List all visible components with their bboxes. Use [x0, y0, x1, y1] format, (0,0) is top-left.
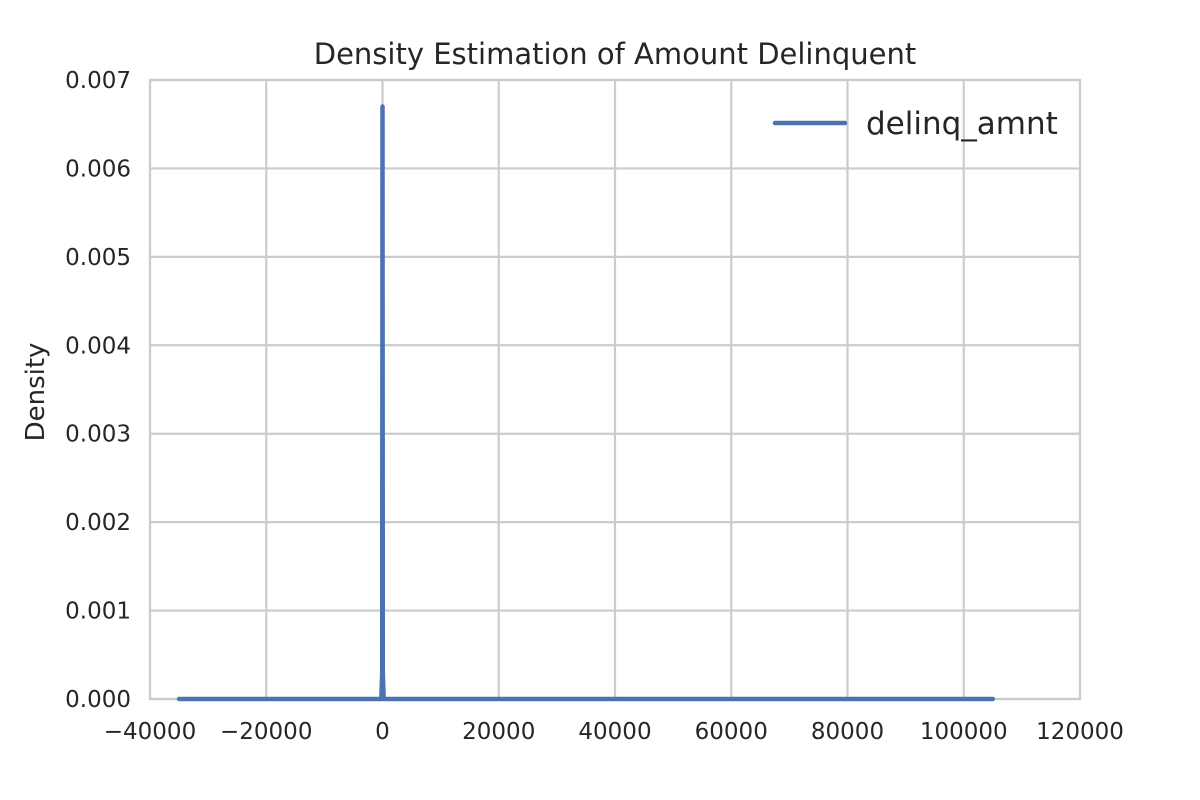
y-tick-label: 0.004 [65, 333, 131, 359]
y-tick-label: 0.000 [65, 687, 131, 713]
legend-label-delinq-amnt: delinq_amnt [866, 106, 1058, 142]
y-axis-label: Density [21, 343, 51, 442]
y-tick-label: 0.006 [65, 156, 131, 182]
gridlines [148, 78, 1082, 701]
series-line-delinq-amnt [176, 104, 996, 702]
chart-title: Density Estimation of Amount Delinquent [314, 37, 917, 71]
y-tick-label: 0.001 [65, 599, 131, 625]
y-tick-label: 0.003 [65, 422, 131, 448]
y-tick-label: 0.007 [65, 68, 131, 94]
x-tick-label: −40000 [104, 719, 196, 745]
x-tick-label: −20000 [220, 719, 312, 745]
x-tick-label: 60000 [695, 719, 768, 745]
y-tick-label: 0.005 [65, 245, 131, 271]
x-tick-label: 20000 [462, 719, 535, 745]
legend: delinq_amnt [772, 106, 1058, 142]
x-tick-label: 120000 [1036, 719, 1124, 745]
series-layer [176, 104, 996, 702]
x-tick-label: 100000 [920, 719, 1008, 745]
y-tick-label: 0.002 [65, 510, 131, 536]
x-axis-ticks: −40000 −20000 0 20000 40000 60000 80000 100000 1… [104, 719, 1124, 745]
y-axis-ticks: 0.000 0.001 0.002 0.003 0.004 0.005 0.006 0.007 [65, 68, 131, 713]
x-tick-label: 40000 [578, 719, 651, 745]
x-tick-label: 0 [375, 719, 390, 745]
x-tick-label: 80000 [811, 719, 884, 745]
